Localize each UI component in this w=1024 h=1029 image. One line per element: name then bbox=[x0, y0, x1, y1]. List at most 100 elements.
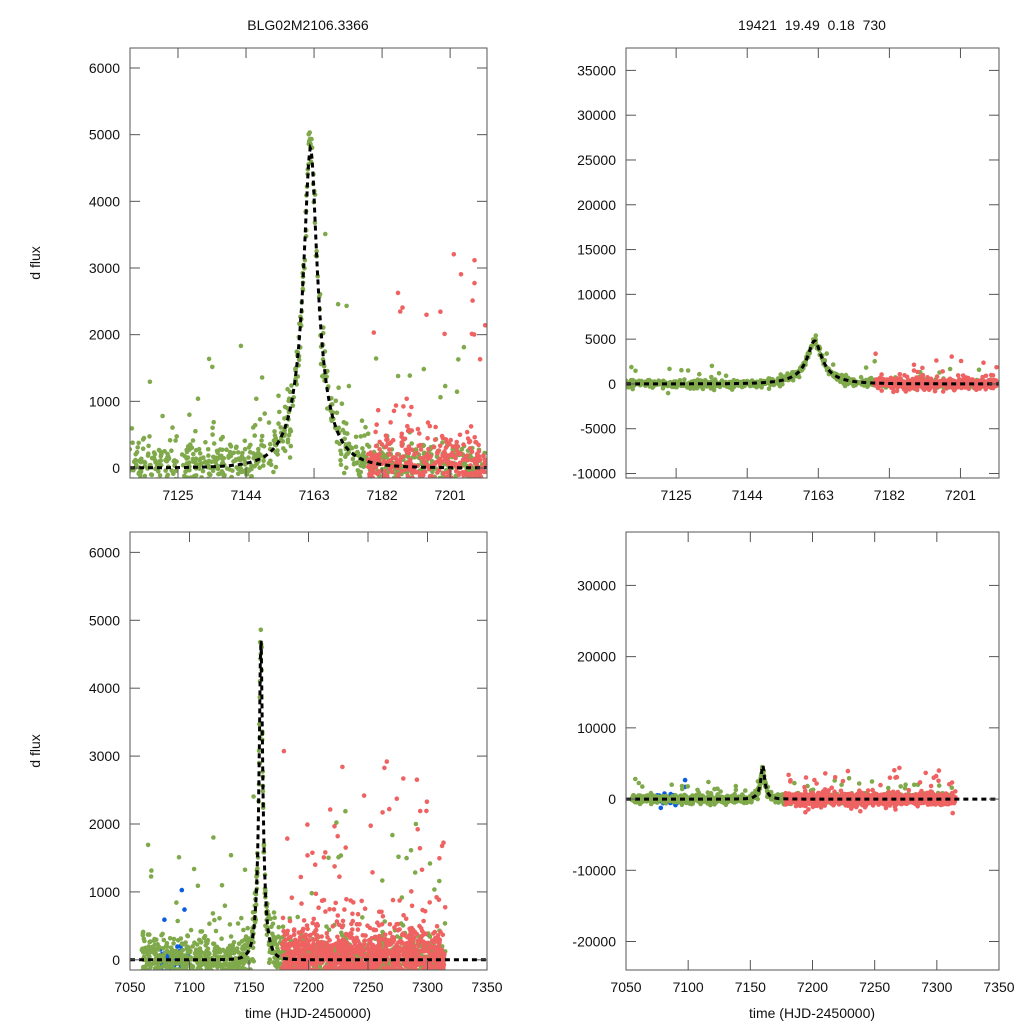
data-point bbox=[162, 449, 167, 454]
data-point bbox=[227, 467, 232, 472]
data-point bbox=[428, 424, 433, 429]
data-point bbox=[412, 973, 417, 978]
data-point bbox=[331, 971, 336, 976]
data-point bbox=[184, 479, 189, 484]
data-point bbox=[169, 448, 174, 453]
data-point bbox=[128, 496, 133, 501]
data-point bbox=[153, 951, 158, 956]
data-point bbox=[346, 981, 351, 986]
data-point bbox=[181, 969, 186, 974]
data-point bbox=[204, 997, 209, 1002]
data-point bbox=[343, 809, 348, 814]
data-point bbox=[249, 479, 254, 484]
data-point bbox=[139, 514, 144, 519]
data-point bbox=[473, 522, 478, 527]
data-point bbox=[212, 918, 217, 923]
data-point bbox=[294, 971, 299, 976]
data-point bbox=[337, 985, 342, 990]
data-point bbox=[400, 981, 405, 986]
data-point bbox=[797, 375, 802, 380]
data-point bbox=[910, 377, 915, 382]
x-tick-label: 7163 bbox=[298, 487, 329, 503]
data-point bbox=[467, 489, 472, 494]
data-point bbox=[197, 938, 202, 943]
data-point bbox=[468, 496, 473, 501]
data-point bbox=[424, 809, 429, 814]
data-point bbox=[206, 463, 211, 468]
data-point bbox=[365, 923, 370, 928]
data-point bbox=[417, 431, 422, 436]
data-point bbox=[169, 478, 174, 483]
data-point bbox=[344, 970, 349, 975]
data-point bbox=[366, 479, 371, 484]
data-point bbox=[343, 845, 348, 850]
data-point bbox=[173, 438, 178, 443]
data-point bbox=[147, 940, 152, 945]
data-point bbox=[285, 973, 290, 978]
data-point bbox=[409, 497, 414, 502]
data-point bbox=[281, 924, 286, 929]
data-point bbox=[150, 473, 155, 478]
data-point bbox=[402, 484, 407, 489]
data-point bbox=[471, 486, 476, 491]
data-point bbox=[281, 977, 286, 982]
data-point bbox=[340, 975, 345, 980]
y-tick-label: 35000 bbox=[577, 62, 616, 78]
data-points bbox=[140, 628, 448, 1025]
data-point bbox=[230, 480, 235, 485]
data-point bbox=[337, 874, 342, 879]
data-point bbox=[191, 452, 196, 457]
data-point bbox=[437, 879, 442, 884]
data-point bbox=[376, 408, 381, 413]
x-tick-label: 7201 bbox=[945, 487, 976, 503]
data-point bbox=[399, 455, 404, 460]
data-point bbox=[459, 272, 464, 277]
data-point bbox=[203, 440, 208, 445]
data-point bbox=[273, 963, 278, 968]
data-point bbox=[173, 967, 178, 972]
data-point bbox=[155, 491, 160, 496]
data-point bbox=[391, 979, 396, 984]
data-point bbox=[388, 1005, 393, 1010]
data-point bbox=[211, 911, 216, 916]
data-point bbox=[473, 483, 478, 488]
data-point bbox=[293, 972, 298, 977]
data-point bbox=[458, 461, 463, 466]
data-point bbox=[399, 973, 404, 978]
data-point bbox=[468, 494, 473, 499]
data-point bbox=[312, 971, 317, 976]
data-point bbox=[261, 458, 266, 463]
data-point bbox=[338, 458, 343, 463]
data-point bbox=[442, 451, 447, 456]
data-point bbox=[146, 974, 151, 979]
data-point bbox=[274, 936, 279, 941]
data-point bbox=[223, 903, 228, 908]
x-tick-label: 7125 bbox=[162, 487, 193, 503]
data-point bbox=[147, 932, 152, 937]
data-point bbox=[469, 480, 474, 485]
data-point bbox=[472, 258, 477, 263]
data-point bbox=[384, 438, 389, 443]
data-point bbox=[452, 481, 457, 486]
data-point bbox=[421, 973, 426, 978]
data-points bbox=[126, 130, 488, 572]
data-point bbox=[201, 469, 206, 474]
data-point bbox=[374, 356, 379, 361]
data-point bbox=[402, 981, 407, 986]
data-point bbox=[161, 976, 166, 981]
data-point bbox=[410, 488, 415, 493]
data-point bbox=[174, 949, 179, 954]
data-point bbox=[251, 959, 256, 964]
data-point bbox=[375, 971, 380, 976]
data-point bbox=[406, 478, 411, 483]
data-point bbox=[724, 374, 729, 379]
data-point bbox=[475, 489, 480, 494]
data-point bbox=[369, 468, 374, 473]
data-point bbox=[146, 843, 151, 848]
data-point bbox=[326, 980, 331, 985]
data-point bbox=[343, 980, 348, 985]
data-point bbox=[666, 391, 671, 396]
data-point bbox=[483, 495, 488, 500]
data-point bbox=[141, 488, 146, 493]
